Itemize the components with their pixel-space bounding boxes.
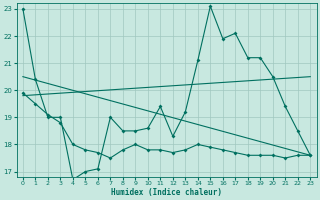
X-axis label: Humidex (Indice chaleur): Humidex (Indice chaleur)	[111, 188, 222, 197]
